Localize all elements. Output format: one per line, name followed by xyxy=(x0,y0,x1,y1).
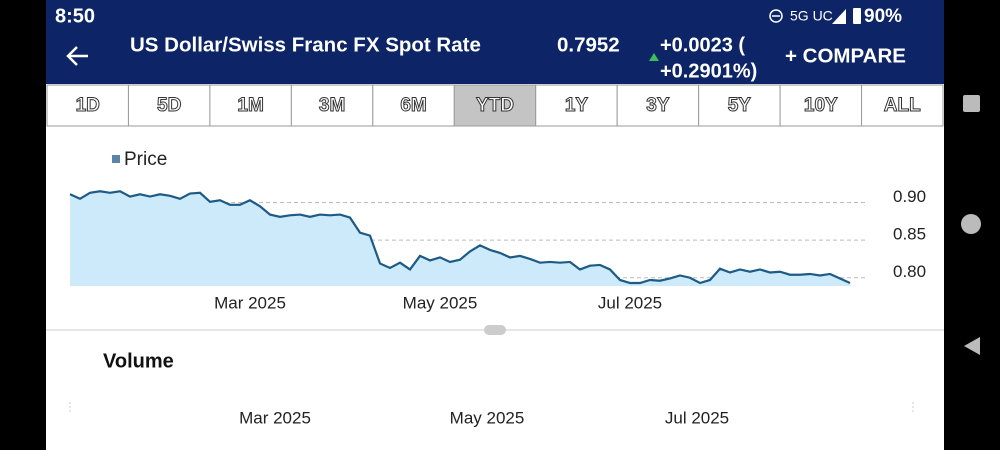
status-time: 8:50 xyxy=(55,5,95,27)
range-tab[interactable] xyxy=(698,84,781,127)
status-battery: 90% xyxy=(864,6,902,27)
nav-recents[interactable] xyxy=(963,95,980,112)
resize-handle[interactable] xyxy=(484,325,506,335)
range-tab-label[interactable]: 1D xyxy=(75,95,100,117)
nav-back[interactable] xyxy=(964,337,980,355)
dnd-icon xyxy=(769,9,783,23)
price-chart: 0.80 0.85 0.90 Mar 2025 May 2025 Jul 2025 Pric… xyxy=(69,149,926,312)
range-tab-label[interactable]: 1M xyxy=(237,95,264,117)
x-tick-label: Mar 2025 xyxy=(214,293,286,312)
signal-icon xyxy=(832,9,846,24)
range-tab[interactable] xyxy=(779,84,863,127)
range-tab[interactable] xyxy=(535,84,618,127)
back-arrow[interactable] xyxy=(66,46,78,66)
range-tab-label[interactable]: 1Y xyxy=(564,95,589,117)
range-tab[interactable] xyxy=(46,84,129,127)
header-change: +0.2901%) xyxy=(660,60,757,82)
volume-x-label: Jul 2025 xyxy=(665,408,729,427)
range-tab[interactable] xyxy=(290,84,374,127)
app-bar xyxy=(46,0,944,84)
x-tick-label: Jul 2025 xyxy=(598,293,662,312)
volume-x-label: Mar 2025 xyxy=(239,408,311,427)
area-fill xyxy=(70,191,850,286)
x-tick-label: May 2025 xyxy=(403,293,478,312)
nav-home[interactable] xyxy=(961,214,981,234)
header-price: 0.7952 xyxy=(557,33,620,56)
volume-x-label: May 2025 xyxy=(450,408,525,427)
header-title: US Dollar/Swiss Franc FX Spot Rate xyxy=(130,33,481,56)
range-tab-label[interactable]: ALL xyxy=(883,95,921,117)
y-tick-label: 0.90 xyxy=(893,187,926,206)
range-tab[interactable] xyxy=(861,84,944,127)
range-tab[interactable] xyxy=(209,84,292,127)
back-button[interactable] xyxy=(66,46,88,66)
status-network: 5G UC xyxy=(790,8,833,24)
range-tab-label[interactable]: 3Y xyxy=(646,95,671,117)
battery-icon xyxy=(853,8,861,24)
legend-swatch xyxy=(112,155,120,163)
range-tab-label[interactable]: 5Y xyxy=(727,95,752,117)
range-tab-label[interactable]: 10Y xyxy=(803,95,838,117)
compare-button[interactable]: + COMPARE xyxy=(785,44,906,67)
up-triangle xyxy=(649,53,659,61)
range-tab-label[interactable]: 3M xyxy=(318,95,345,117)
range-tab-label[interactable]: YTD xyxy=(476,95,515,117)
volume-axis: Mar 2025 May 2025 Jul 2025 xyxy=(239,408,729,427)
header-change: +0.0023 ( xyxy=(660,34,745,56)
range-tab-label[interactable]: 6M xyxy=(400,95,427,117)
y-tick-label: 0.80 xyxy=(893,262,926,281)
range-tabs: 1D 5D 1M 3M 6M YTD 1Y 3Y 5Y 10Y ALL xyxy=(46,84,944,127)
range-tab[interactable] xyxy=(127,84,211,127)
volume-title: Volume xyxy=(103,350,174,372)
legend-label: Price xyxy=(124,149,167,170)
price-line xyxy=(69,190,851,285)
range-tab-label[interactable]: 5D xyxy=(157,95,182,117)
y-tick-label: 0.85 xyxy=(893,225,926,244)
